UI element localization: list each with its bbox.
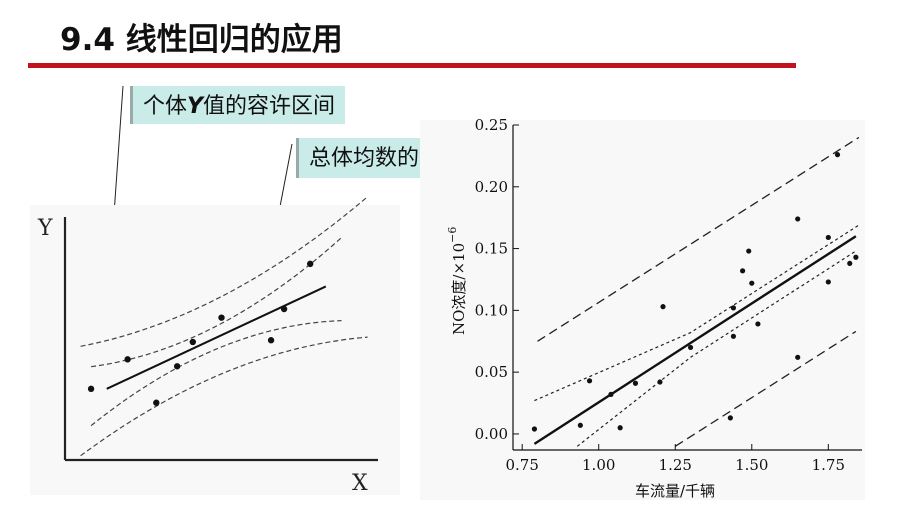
x-ticks: 0.75 1.00 1.25 1.50 1.75 <box>505 444 845 474</box>
data-point <box>795 354 801 360</box>
data-points <box>531 152 859 432</box>
data-point <box>218 314 225 321</box>
data-points <box>87 260 314 406</box>
data-point <box>727 415 733 421</box>
data-point <box>730 333 737 339</box>
interval-bands <box>80 196 368 457</box>
data-point <box>795 216 801 222</box>
x-tick-label: 1.50 <box>735 456 768 474</box>
tolerance-interval-callout: 个体Y值的容许区间 <box>130 86 345 124</box>
data-point <box>124 356 131 363</box>
y-axis-label: Y <box>37 216 53 241</box>
x-axis-label: X <box>352 471 368 496</box>
y-tick-label: 0.20 <box>475 178 508 196</box>
data-point <box>687 344 694 351</box>
tolerance-band-upper <box>80 196 368 347</box>
callout-suffix: 值的容许区间 <box>202 94 335 119</box>
data-point <box>657 379 663 385</box>
y-tick-label: 0.00 <box>475 425 508 443</box>
data-point <box>267 337 275 344</box>
interval-bands <box>534 136 860 447</box>
tolerance-band-lower <box>674 330 857 447</box>
y-axis-label-text: NO浓度/×10 <box>450 243 468 335</box>
y-tick-label: 0.25 <box>475 116 508 134</box>
data-point <box>306 260 314 268</box>
x-tick-label: 1.00 <box>582 456 615 474</box>
data-point <box>153 399 160 406</box>
data-point <box>660 304 666 310</box>
no-concentration-chart: 0.00 0.05 0.10 0.15 0.20 0.25 0.75 1.00 1.25 1.5… <box>420 116 865 500</box>
data-point <box>577 422 583 428</box>
data-point <box>730 305 737 311</box>
tolerance-band-lower <box>80 336 368 457</box>
data-point <box>632 380 639 386</box>
y-tick-label: 0.10 <box>475 301 508 319</box>
data-point <box>280 305 288 313</box>
x-tick-label: 1.25 <box>659 456 692 474</box>
y-tick-label: 0.05 <box>475 363 508 381</box>
chart-background <box>420 120 865 500</box>
slide-title: 9.4 线性回归的应用 <box>60 22 343 58</box>
y-axis-label: NO浓度/×10−6 <box>446 227 468 335</box>
y-ticks: 0.00 0.05 0.10 0.15 0.20 0.25 <box>475 116 519 443</box>
data-point <box>825 234 831 241</box>
data-point <box>749 280 755 286</box>
x-axis-label: 车流量/千辆 <box>635 482 715 500</box>
data-point <box>755 321 761 327</box>
data-point <box>740 268 746 274</box>
data-point <box>586 378 593 384</box>
regression-line <box>106 285 327 390</box>
data-point <box>173 363 181 370</box>
callout-variable: Y <box>187 94 203 119</box>
data-point <box>847 260 853 267</box>
data-point <box>531 426 538 432</box>
y-tick-label: 0.15 <box>475 240 508 258</box>
confidence-band-upper <box>91 237 342 368</box>
data-point <box>746 248 752 254</box>
confidence-band-lower <box>90 320 342 427</box>
data-point <box>617 425 623 431</box>
x-tick-label: 0.75 <box>505 456 538 474</box>
callout-prefix: 个体 <box>143 94 188 119</box>
data-point <box>87 385 95 393</box>
data-point <box>825 279 831 285</box>
data-point <box>189 338 197 346</box>
data-point <box>853 254 859 260</box>
confidence-band-upper <box>534 224 860 402</box>
x-tick-label: 1.75 <box>812 456 845 474</box>
regression-line <box>533 235 857 445</box>
data-point <box>608 391 614 397</box>
y-axis-label-exponent: −6 <box>446 227 459 243</box>
schematic-regression-chart: Y X <box>30 196 400 496</box>
data-point <box>834 152 841 158</box>
tolerance-band-upper <box>537 136 860 342</box>
title-divider <box>28 63 796 68</box>
confidence-band-lower <box>576 250 857 447</box>
